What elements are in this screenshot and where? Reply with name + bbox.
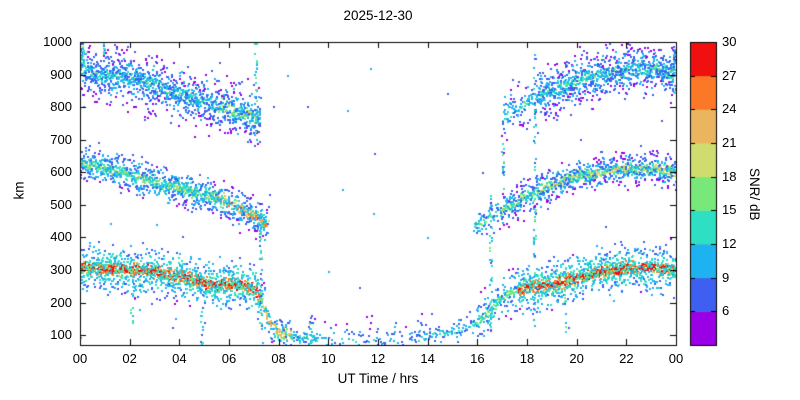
tick-label: 27 bbox=[722, 67, 737, 83]
tick-label: 1000 bbox=[43, 34, 72, 49]
tick-label: 24 bbox=[722, 101, 737, 117]
tick-label: 16 bbox=[470, 351, 485, 366]
tick-label: 08 bbox=[271, 351, 286, 366]
tick-label: 00 bbox=[72, 351, 88, 366]
tick-label: 900 bbox=[50, 66, 72, 82]
tick-label: 600 bbox=[50, 164, 72, 180]
tick-label: 06 bbox=[221, 351, 237, 366]
tick-label: 9 bbox=[722, 269, 730, 285]
tick-label: 100 bbox=[50, 327, 72, 343]
tick-label: 6 bbox=[722, 303, 730, 319]
tick-label: 20 bbox=[569, 351, 584, 366]
tick-label: 400 bbox=[50, 229, 72, 245]
tick-label: 22 bbox=[619, 351, 634, 366]
tick-label: 10 bbox=[321, 351, 336, 366]
x-axis-label: UT Time / hrs bbox=[337, 371, 419, 386]
tick-label: 04 bbox=[172, 351, 187, 366]
tick-label: 12 bbox=[370, 351, 386, 366]
tick-label: 21 bbox=[722, 135, 737, 150]
tick-label: 200 bbox=[50, 294, 72, 310]
tick-label: 700 bbox=[50, 131, 72, 147]
colorbar-label: SNR/ dB bbox=[747, 167, 762, 221]
tick-label: 14 bbox=[420, 351, 435, 366]
y-axis-label: km bbox=[11, 181, 27, 200]
tick-label: 15 bbox=[722, 202, 737, 218]
tick-label: 18 bbox=[519, 351, 535, 366]
tick-label: 12 bbox=[722, 236, 737, 251]
tick-label: 02 bbox=[122, 351, 137, 366]
tick-label: 500 bbox=[50, 196, 72, 212]
tick-label: 18 bbox=[722, 168, 737, 184]
plot-title: 2025-12-30 bbox=[343, 8, 413, 23]
tick-label: 300 bbox=[50, 262, 72, 278]
tick-label: 800 bbox=[50, 99, 72, 115]
tick-label: 30 bbox=[722, 34, 737, 49]
tick-label: 00 bbox=[668, 351, 684, 366]
